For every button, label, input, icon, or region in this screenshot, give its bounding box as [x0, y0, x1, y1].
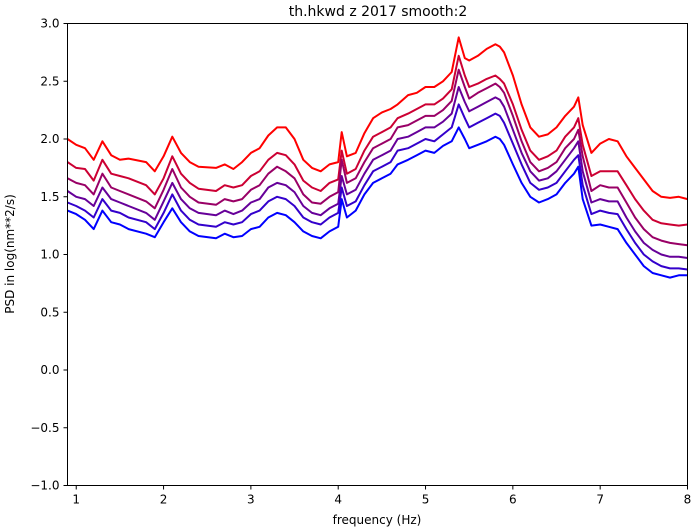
- series-line-4: [66, 86, 688, 259]
- x-tick-label: 6: [509, 493, 517, 507]
- x-tick-label: 2: [160, 493, 168, 507]
- y-axis-label: PSD in log(nm**2/s): [3, 194, 17, 314]
- y-tick-label: 0.5: [40, 305, 59, 319]
- y-tick-label: 2.5: [40, 74, 59, 88]
- x-axis-label: frequency (Hz): [333, 513, 422, 527]
- x-tick-label: 7: [596, 493, 604, 507]
- chart-title: th.hkwd z 2017 smooth:2: [289, 4, 468, 20]
- series-line-6: [67, 126, 688, 279]
- y-tick-label: −1.0: [30, 479, 59, 493]
- y-tick-label: 1.5: [40, 190, 59, 204]
- series-line-3: [67, 68, 688, 247]
- series-line-5: [67, 103, 688, 271]
- series-line-1: [66, 36, 688, 201]
- x-tick-label: 5: [422, 493, 430, 507]
- y-tick-label: 2.0: [40, 132, 59, 146]
- y-tick-label: 1.0: [40, 248, 59, 262]
- x-tick-label: 8: [684, 493, 692, 507]
- y-axis: −1.0 −0.5 0.0 0.5 1.0 1.5 2.0 2.5 3.0: [30, 17, 68, 493]
- x-tick-label: 4: [334, 493, 342, 507]
- series-layer: [66, 36, 688, 279]
- y-tick-label: 0.0: [40, 363, 59, 377]
- plot-frame: [67, 23, 688, 486]
- x-axis: 1 2 3 4 5 6 7 8: [72, 485, 692, 507]
- x-tick-label: 1: [72, 493, 80, 507]
- y-tick-label: 3.0: [40, 17, 59, 31]
- y-tick-label: −0.5: [30, 421, 59, 435]
- x-tick-label: 3: [247, 493, 255, 507]
- series-line-2: [66, 54, 688, 227]
